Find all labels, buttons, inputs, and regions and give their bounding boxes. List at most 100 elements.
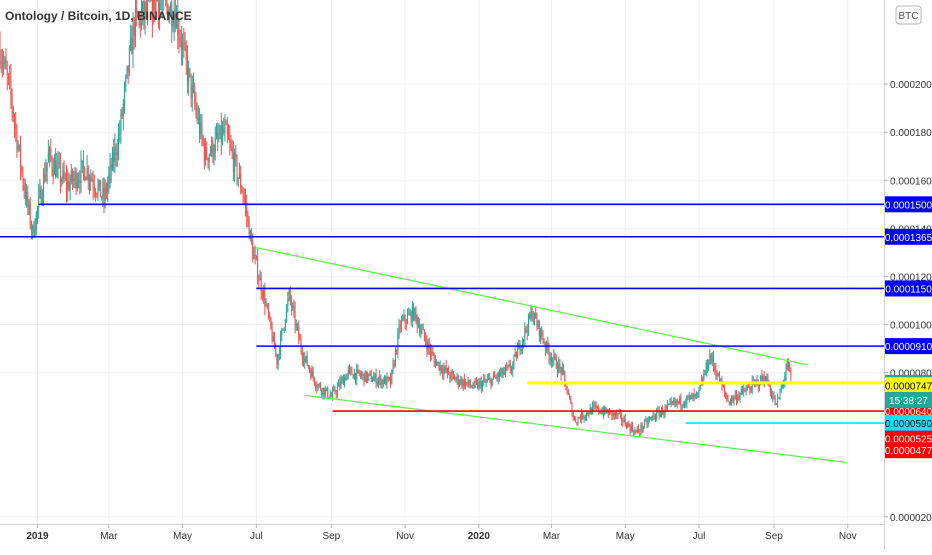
- candle-body: [437, 362, 438, 363]
- candle-body: [692, 394, 693, 399]
- time-tick-label: Sep: [765, 531, 783, 542]
- candle-body: [750, 390, 751, 392]
- candle-body: [430, 349, 431, 355]
- candle-body: [383, 380, 384, 384]
- candle-body: [29, 204, 30, 206]
- candle-body: [112, 152, 113, 170]
- candle-body: [691, 395, 692, 399]
- candle-body: [619, 413, 620, 414]
- candle-body: [238, 178, 239, 180]
- candle-body: [14, 118, 15, 124]
- candle-body: [777, 398, 778, 404]
- candle-body: [544, 341, 545, 343]
- candle-body: [613, 413, 614, 416]
- candle-body: [84, 168, 85, 180]
- candle-body: [686, 396, 687, 403]
- candle-body: [123, 103, 124, 116]
- candle-body: [192, 86, 193, 98]
- candle-body: [645, 420, 646, 421]
- candle-body: [106, 188, 107, 193]
- candle-body: [209, 155, 210, 162]
- candle-body: [130, 37, 131, 48]
- candle-body: [188, 68, 189, 82]
- candle-body: [22, 172, 23, 186]
- candle-body: [615, 412, 616, 415]
- candle-body: [261, 278, 262, 293]
- candle-body: [193, 86, 194, 90]
- candle-body: [458, 376, 459, 384]
- candle-body: [621, 414, 622, 421]
- candle-body: [56, 165, 57, 177]
- candle-body: [133, 23, 134, 54]
- candle-body: [85, 178, 86, 181]
- candle-body: [506, 367, 507, 368]
- candle-body: [108, 175, 109, 184]
- candle-body: [113, 152, 114, 162]
- candle-body: [341, 380, 342, 386]
- candle-body: [578, 418, 579, 423]
- candle-body: [218, 138, 219, 139]
- candle-body: [318, 385, 319, 388]
- candle-body: [66, 178, 67, 189]
- candle-body: [185, 44, 186, 46]
- candle-body: [539, 321, 540, 337]
- currency-button[interactable]: BTC: [896, 6, 921, 24]
- candle-body: [611, 411, 612, 416]
- candle-body: [561, 367, 562, 374]
- candle-body: [256, 256, 257, 259]
- candle-body: [31, 225, 32, 230]
- candle-body: [559, 363, 560, 367]
- candle-body: [457, 376, 458, 379]
- candle-body: [459, 383, 460, 384]
- candle-body: [622, 421, 623, 422]
- candle-body: [326, 388, 327, 390]
- candle-body: [94, 187, 95, 191]
- candle-body: [307, 356, 308, 365]
- candle-body: [655, 418, 656, 419]
- candle-body: [76, 172, 77, 188]
- candle-body: [505, 367, 506, 372]
- candle-body: [273, 336, 274, 341]
- candle-body: [349, 369, 350, 370]
- candle-body: [198, 117, 199, 120]
- candle-body: [737, 396, 738, 400]
- candle-body: [586, 413, 587, 417]
- trendline: [256, 248, 807, 365]
- candle-body: [512, 363, 513, 370]
- candle-body: [476, 382, 477, 383]
- candle-body: [315, 383, 316, 387]
- candle-body: [684, 404, 685, 405]
- candle-body: [771, 394, 772, 398]
- candle-body: [360, 374, 361, 376]
- candle-body: [333, 389, 334, 391]
- candle-body: [558, 363, 559, 372]
- candle-body: [452, 372, 453, 374]
- candle-body: [574, 417, 575, 420]
- candle-body: [314, 377, 315, 383]
- candle-body: [110, 165, 111, 175]
- candle-body: [651, 417, 652, 418]
- candle-body: [769, 385, 770, 387]
- candle-body: [215, 138, 216, 153]
- candle-body: [395, 350, 396, 365]
- candle-body: [775, 397, 776, 404]
- candle-body: [397, 333, 398, 352]
- candle-body: [87, 168, 88, 178]
- candle-body: [706, 363, 707, 373]
- candle-body: [730, 401, 731, 404]
- candle-body: [626, 425, 627, 428]
- candle-body: [52, 158, 53, 168]
- candle-body: [353, 375, 354, 379]
- candle-body: [336, 393, 337, 394]
- candle-body: [201, 122, 202, 136]
- candle-body: [30, 204, 31, 225]
- candle-body: [73, 178, 74, 181]
- candle-body: [668, 404, 669, 405]
- candle-body: [67, 181, 68, 189]
- candle-body: [524, 328, 525, 339]
- candle-body: [361, 375, 362, 376]
- candle-body: [536, 319, 537, 327]
- candle-body: [497, 377, 498, 378]
